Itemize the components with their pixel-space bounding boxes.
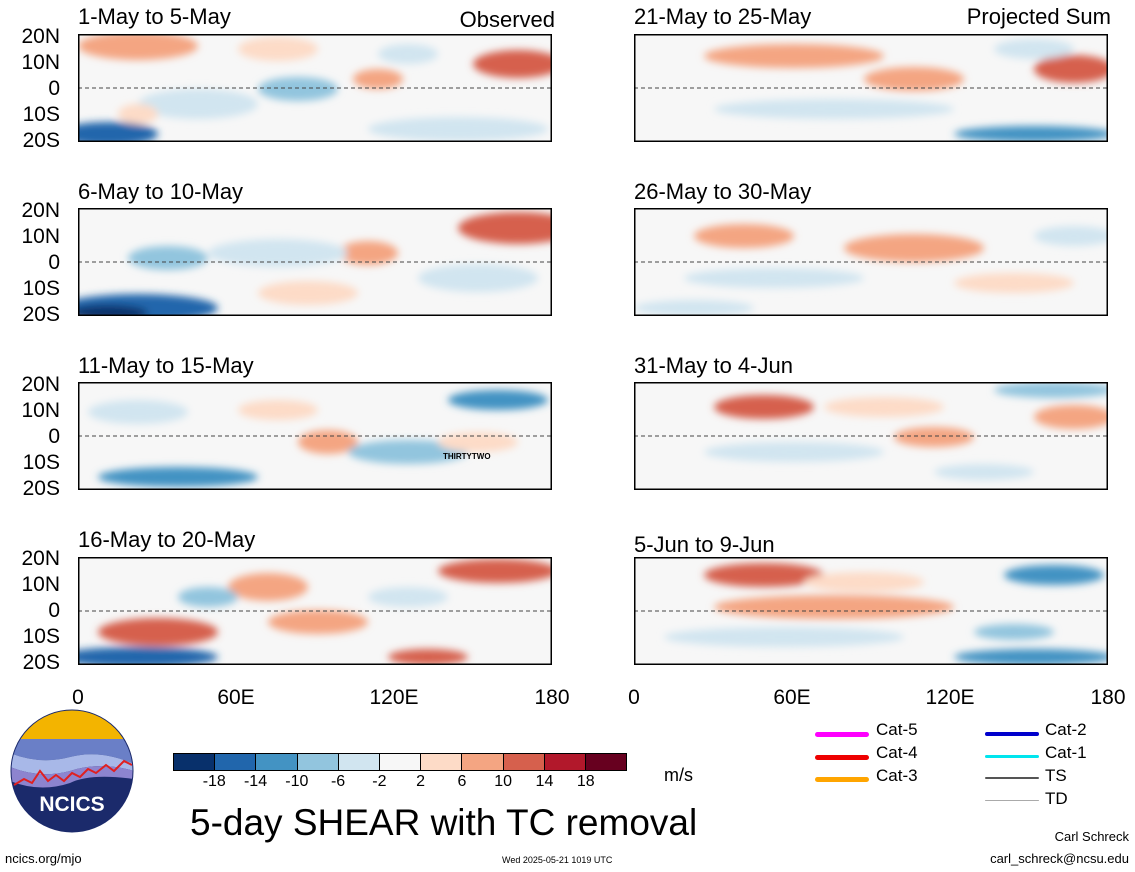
panel-title-2: 6-May to 10-May [78,179,244,204]
colorbar-tick-label: 10 [494,773,513,790]
colorbar-swatch [379,754,422,770]
lon-label: 60E [773,686,811,709]
lat-label: 0 [48,251,60,274]
lat-label: 10N [21,399,60,422]
footer-url[interactable]: ncics.org/mjo [5,851,82,866]
legend-label-cat4: Cat-4 [876,743,918,762]
lat-label: 10S [22,451,60,474]
legend-line-cat2 [985,732,1039,736]
colorbar-swatch [544,754,586,770]
legend-line-cat1 [985,755,1039,758]
colorbar-tick-label: 6 [457,773,467,790]
footer-timestamp: Wed 2025-05-21 1019 UTC [502,855,613,865]
colorbar-swatch [174,754,216,770]
colorbar-units: m/s [664,765,693,785]
shear-map-panel-3 [78,382,552,490]
lat-label: 20S [22,129,60,152]
lat-label: 0 [48,425,60,448]
lon-label: 0 [72,686,84,709]
footer-author: Carl Schreck [1054,829,1129,844]
colorbar-tick-label: -14 [243,773,268,790]
legend-line-ts [985,777,1039,779]
colorbar [173,753,627,771]
colorbar-tick-label: 18 [576,773,595,790]
colorbar-tick-label: 14 [535,773,554,790]
panel-title-3: 11-May to 15-May [78,353,254,378]
logo-text: NCICS [39,793,104,816]
figure-title: 5-day SHEAR with TC removal [190,802,698,843]
lat-label: 10S [22,277,60,300]
legend-line-cat3 [815,777,869,782]
lon-label: 120E [925,686,975,709]
legend-line-cat5 [815,732,869,737]
colorbar-swatch [421,754,463,770]
lat-label: 20N [21,547,60,570]
lat-label: 0 [48,77,60,100]
shear-map-panel-2 [78,208,552,316]
lon-label: 180 [534,686,570,709]
colorbar-swatch [503,754,545,770]
colorbar-swatch [215,754,257,770]
legend-label-td: TD [1045,789,1068,808]
legend-line-td [985,800,1039,801]
panel-corner-observed: Observed [459,7,555,32]
ncics-logo: NCICS [10,709,134,833]
shear-map-panel-4 [78,557,552,665]
legend-label-cat3: Cat-3 [876,766,918,785]
shear-map-panel-6 [634,208,1108,316]
shear-map-panel-1 [78,34,552,142]
legend-line-cat4 [815,755,869,760]
lon-label: 180 [1090,686,1126,709]
lat-label: 20S [22,651,60,674]
legend-label-cat2: Cat-2 [1045,720,1087,739]
lon-label: 120E [369,686,419,709]
colorbar-swatch [297,754,339,770]
lat-label: 10S [22,103,60,126]
panel-title-1: 1-May to 5-May [78,4,231,29]
shear-map-panel-5 [634,34,1108,142]
colorbar-swatch [462,754,504,770]
colorbar-tick-label: 2 [416,773,426,790]
shear-map-panel-7 [634,382,1108,490]
lat-label: 20N [21,373,60,396]
legend-label-ts: TS [1045,766,1067,785]
lat-label: 20N [21,25,60,48]
shear-map-panel-8 [634,557,1108,665]
panel-title-6: 26-May to 30-May [634,179,812,204]
lat-label: 10S [22,625,60,648]
panel-title-8: 5-Jun to 9-Jun [634,532,775,557]
lat-label: 0 [48,599,60,622]
lon-label: 0 [628,686,640,709]
colorbar-tick-label: -10 [285,773,309,790]
colorbar-swatch [338,754,380,770]
colorbar-tick-label: -2 [372,773,387,790]
lat-label: 20N [21,199,60,222]
lat-label: 20S [22,303,60,326]
lat-label: 10N [21,225,60,248]
lat-label: 10N [21,51,60,74]
colorbar-tick-label: -6 [330,773,346,790]
panel-title-7: 31-May to 4-Jun [634,353,793,378]
storm-label: THIRTYTWO [443,452,491,461]
footer-email[interactable]: carl_schreck@ncsu.edu [990,851,1129,866]
colorbar-swatch [585,754,627,770]
lat-label: 20S [22,477,60,500]
lon-label: 60E [217,686,255,709]
colorbar-tick-label: -18 [202,773,226,790]
panel-corner-projected: Projected Sum [966,4,1111,29]
colorbar-swatch [256,754,298,770]
panel-title-5: 21-May to 25-May [634,4,812,29]
legend-label-cat1: Cat-1 [1045,743,1087,762]
panel-title-4: 16-May to 20-May [78,527,256,552]
legend-label-cat5: Cat-5 [876,720,918,739]
lat-label: 10N [21,573,60,596]
